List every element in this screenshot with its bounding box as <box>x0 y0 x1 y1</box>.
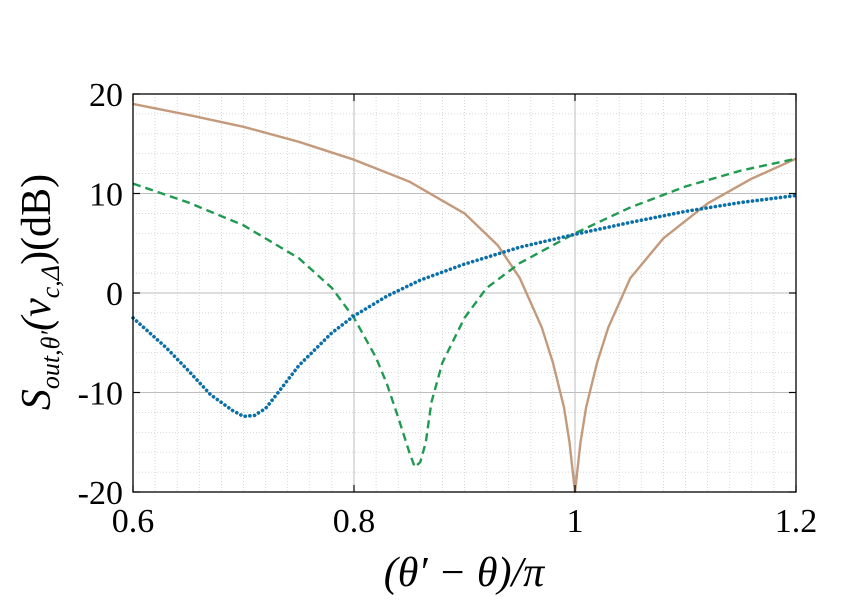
series-line-3 <box>131 193 798 419</box>
x-tick-label: 1 <box>567 503 584 540</box>
y-tick-label: 20 <box>89 77 123 114</box>
y-tick-label: 0 <box>106 276 123 313</box>
y-axis-label-args: (ν <box>14 298 60 331</box>
y-tick-label: -10 <box>78 376 123 413</box>
y-axis-label: Sout,θ′(νc,Δ)(dB) <box>14 174 65 410</box>
axis-ticks <box>132 93 797 493</box>
y-axis-label-sub: out,θ′ <box>36 331 65 389</box>
y-axis-label-tail: )(dB) <box>14 174 60 265</box>
y-tick-label: -20 <box>78 475 123 512</box>
x-tick-label: 0.6 <box>112 503 155 540</box>
x-axis-label: (θ′ − θ)/π <box>384 550 545 596</box>
tick-labels: 0.6 0.8 1 1.2 20 10 0 -10 -20 <box>78 77 818 540</box>
series-line-1 <box>132 102 797 494</box>
x-tick-label: 0.8 <box>333 503 376 540</box>
series-layer <box>131 102 798 494</box>
y-axis-label-args-sub: c,Δ <box>36 265 65 298</box>
y-tick-label: 10 <box>89 177 123 214</box>
series-line-2 <box>132 157 797 469</box>
y-axis-label-main: S <box>14 389 60 410</box>
x-tick-label: 1.2 <box>775 503 818 540</box>
